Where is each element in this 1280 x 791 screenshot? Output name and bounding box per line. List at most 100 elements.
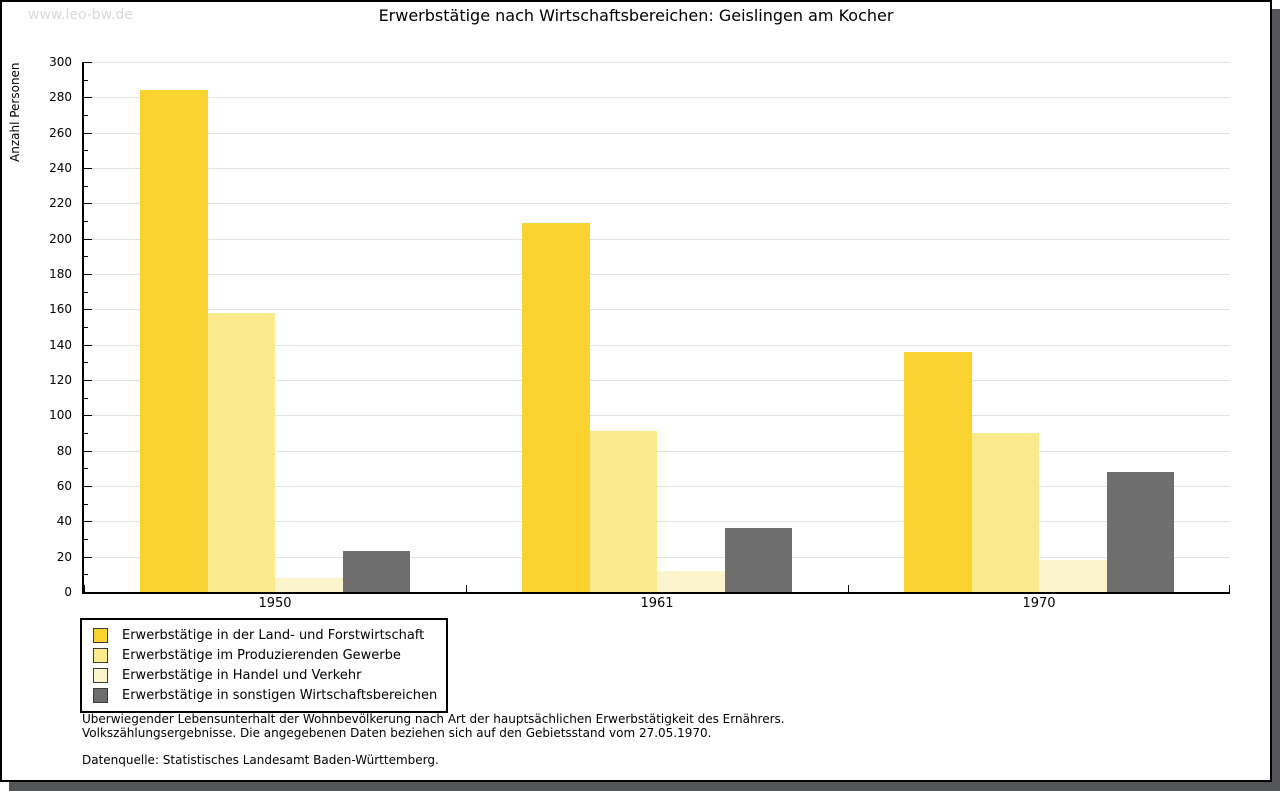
legend-item: Erwerbstätige in sonstigen Wirtschaftsbe… — [90, 685, 438, 705]
legend-item: Erwerbstätige in der Land- und Forstwirt… — [90, 625, 438, 645]
x-axis-tick — [84, 585, 85, 592]
legend-item: Erwerbstätige in Handel und Verkehr — [90, 665, 438, 685]
footnote-line1: Überwiegender Lebensunterhalt der Wohnbe… — [82, 712, 785, 726]
x-axis-tick — [466, 585, 467, 592]
y-axis-tick — [84, 80, 88, 81]
gridline — [84, 168, 1230, 169]
bar — [589, 431, 657, 592]
bar — [342, 551, 410, 592]
gridline — [84, 486, 1230, 487]
y-axis-tick — [84, 62, 92, 63]
y-tick-label: 40 — [56, 514, 72, 528]
x-tick-label: 1970 — [1022, 596, 1056, 611]
y-tick-label: 180 — [49, 267, 72, 281]
x-axis-tick — [1229, 585, 1230, 592]
watermark-text: www.leo-bw.de — [28, 7, 133, 23]
legend-label: Erwerbstätige in Handel und Verkehr — [122, 667, 362, 683]
bar — [904, 351, 972, 592]
legend-label: Erwerbstätige in sonstigen Wirtschaftsbe… — [122, 687, 438, 703]
y-tick-label: 220 — [49, 196, 72, 210]
y-axis-tick — [84, 168, 92, 169]
legend-label: Erwerbstätige im Produzierenden Gewerbe — [122, 647, 401, 663]
gridline — [84, 62, 1230, 63]
y-axis-tick — [84, 97, 92, 98]
y-axis-tick — [84, 574, 88, 575]
y-axis-tick — [84, 433, 88, 434]
x-axis-tick — [848, 585, 849, 592]
y-axis-tick — [84, 221, 88, 222]
gridline — [84, 380, 1230, 381]
y-axis-tick — [84, 150, 88, 151]
y-axis-title: Anzahl Personen — [8, 62, 22, 162]
gridline — [84, 133, 1230, 134]
bar — [207, 312, 275, 592]
y-axis-tick — [84, 398, 88, 399]
y-axis-tick — [84, 203, 92, 204]
footnote-text: Überwiegender Lebensunterhalt der Wohnbe… — [82, 712, 785, 740]
y-axis-tick — [84, 274, 92, 275]
y-axis-tick — [84, 309, 92, 310]
gridline — [84, 309, 1230, 310]
chart-title: Erwerbstätige nach Wirtschaftsbereichen:… — [378, 6, 894, 25]
y-axis-tick — [84, 292, 88, 293]
bar — [724, 528, 792, 592]
y-tick-label: 160 — [49, 302, 72, 316]
gridline — [84, 345, 1230, 346]
data-source-text: Datenquelle: Statistisches Landesamt Bad… — [82, 753, 439, 767]
y-tick-label: 120 — [49, 373, 72, 387]
y-axis-tick — [84, 557, 92, 558]
gridline — [84, 557, 1230, 558]
y-tick-label: 260 — [49, 126, 72, 140]
legend-swatch — [93, 667, 108, 683]
bar — [140, 90, 208, 592]
gridline — [84, 97, 1230, 98]
legend: Erwerbstätige in der Land- und Forstwirt… — [80, 618, 448, 713]
y-axis-tick — [84, 239, 92, 240]
bar — [522, 222, 590, 592]
gridline — [84, 203, 1230, 204]
gridline — [84, 415, 1230, 416]
y-tick-label: 80 — [56, 444, 72, 458]
y-tick-label: 100 — [49, 408, 72, 422]
x-tick-label: 1961 — [640, 596, 674, 611]
bar — [657, 570, 725, 592]
y-tick-label: 300 — [49, 55, 72, 69]
y-tick-label: 60 — [56, 479, 72, 493]
y-tick-label: 140 — [49, 338, 72, 352]
footnote-line2: Volkszählungsergebnisse. Die angegebenen… — [82, 726, 712, 740]
y-axis-tick — [84, 362, 88, 363]
y-axis-tick — [84, 380, 92, 381]
legend-swatch — [93, 647, 108, 663]
y-tick-label: 20 — [56, 550, 72, 564]
legend-label: Erwerbstätige in der Land- und Forstwirt… — [122, 627, 425, 643]
y-axis-tick — [84, 115, 88, 116]
legend-swatch — [93, 627, 108, 643]
y-axis-tick — [84, 327, 88, 328]
plot-area: 1950 1961 1970 — [82, 62, 1230, 611]
gridline — [84, 451, 1230, 452]
y-axis-tick — [84, 415, 92, 416]
y-tick-label: 240 — [49, 161, 72, 175]
y-axis-tick-labels: 0 20 40 60 80 100 120 140 160 180 200 220 240 260 280 3… — [30, 55, 76, 599]
bar — [971, 433, 1039, 592]
legend-swatch — [93, 687, 108, 703]
gridline — [84, 274, 1230, 275]
y-axis-tick — [84, 451, 92, 452]
y-axis-tick — [84, 256, 88, 257]
gridline — [84, 521, 1230, 522]
y-axis-tick — [84, 521, 92, 522]
y-axis-tick — [84, 133, 92, 134]
y-tick-label: 0 — [64, 585, 72, 599]
bar — [1106, 471, 1174, 592]
y-axis-tick — [84, 486, 92, 487]
y-axis-tick — [84, 504, 88, 505]
bar — [275, 577, 343, 592]
y-axis-tick — [84, 539, 88, 540]
y-tick-label: 200 — [49, 232, 72, 246]
y-axis-tick — [84, 468, 88, 469]
legend-item: Erwerbstätige im Produzierenden Gewerbe — [90, 645, 438, 665]
bar — [1039, 560, 1107, 592]
x-tick-label: 1950 — [258, 596, 292, 611]
gridline — [84, 239, 1230, 240]
